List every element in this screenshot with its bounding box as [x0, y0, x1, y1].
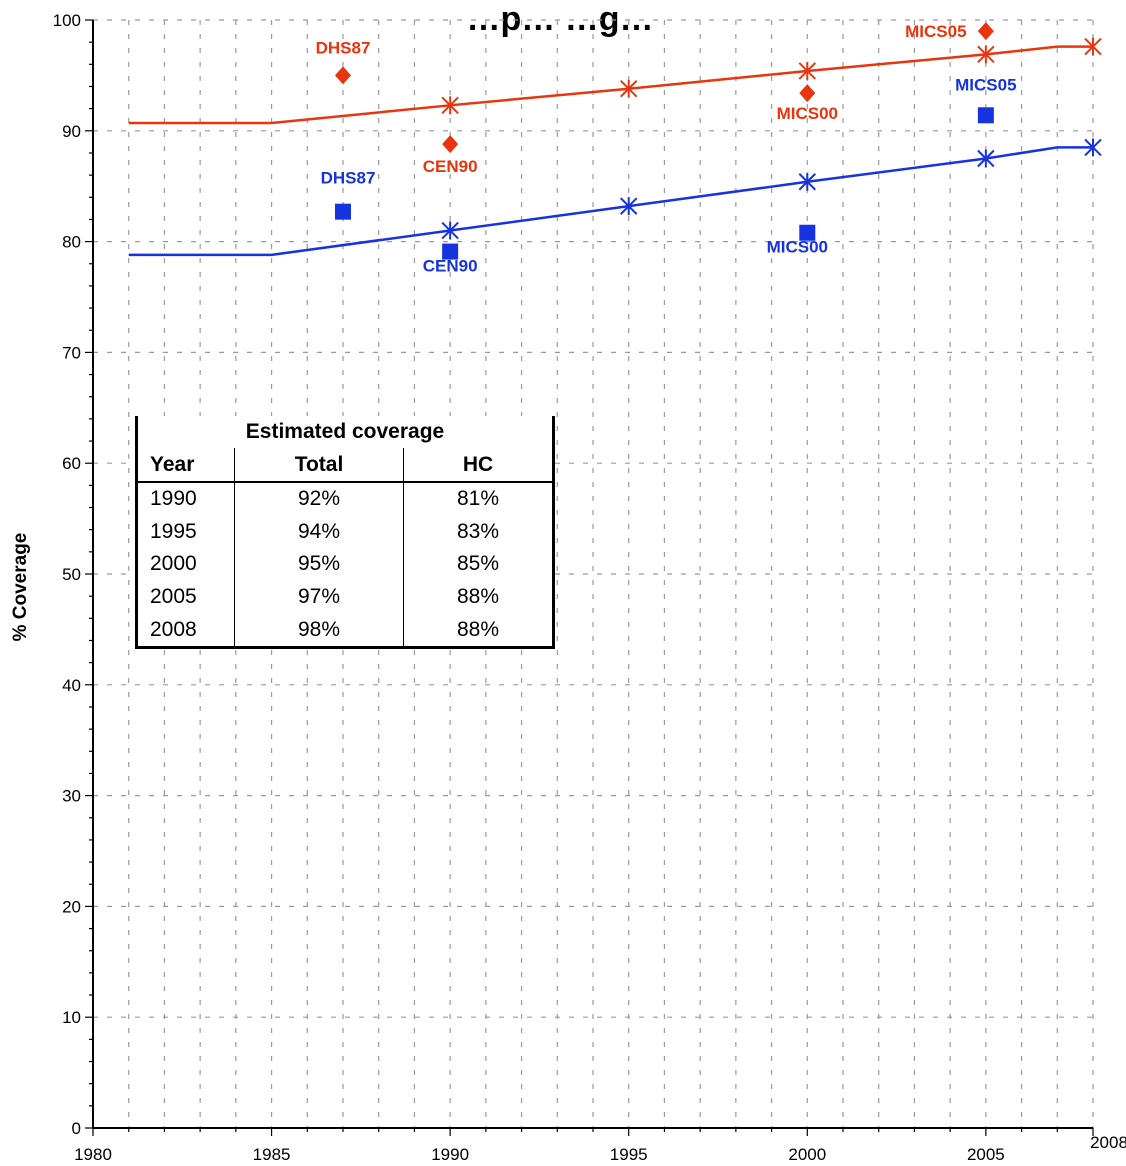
table-row: 2000 95% 85% [136, 548, 554, 581]
estimate-marker [977, 149, 995, 168]
y-tick-label: 70 [62, 343, 81, 362]
cell-hc: 88% [456, 617, 499, 641]
x-tick-label: 2008 [1090, 1133, 1126, 1152]
estimated-coverage-table: Estimated coverage Year Total HC 1990 92… [135, 416, 555, 649]
cell-hc: 83% [456, 520, 499, 543]
y-tick-label: 0 [72, 1119, 81, 1138]
table-header-row: Year Total HC [136, 448, 554, 484]
table-row: 1990 92% 81% [136, 482, 554, 516]
survey-point-square [977, 107, 994, 124]
survey-label: CEN90 [423, 157, 478, 176]
x-tick-label: 1980 [74, 1145, 112, 1164]
cell-year: 2008 [136, 613, 235, 648]
y-tick-label: 80 [62, 233, 81, 252]
estimate-marker [1084, 37, 1102, 56]
y-tick-label: 50 [62, 565, 81, 584]
survey-point-diamond [442, 135, 459, 154]
x-tick-label: 2000 [788, 1145, 826, 1164]
survey-point-square [799, 224, 816, 241]
cell-hc: 81% [456, 487, 499, 511]
y-tick-label: 100 [53, 11, 81, 30]
header-total: Total [234, 448, 404, 484]
estimate-marker [798, 61, 816, 80]
cell-total: 95% [234, 548, 404, 581]
series: DHS87 CEN90 MICS00 MICS05 DHS87 CEN90 MICS00 MI… [128, 22, 1102, 276]
series-total: DHS87 CEN90 MICS00 MICS05 [128, 22, 1102, 176]
survey-label: MICS00 [777, 104, 838, 123]
y-tick-label: 40 [62, 676, 81, 695]
survey-label: MICS05 [905, 22, 966, 41]
estimate-marker [1084, 138, 1102, 157]
survey-label: DHS87 [316, 38, 371, 57]
trend-line-total [128, 45, 1093, 125]
table-row: 1995 94% 83% [136, 515, 554, 549]
cell-year: 1995 [136, 515, 235, 549]
cell-total: 97% [234, 580, 404, 614]
chart-title: …p… …g… [467, 0, 654, 38]
y-tick-label: 10 [62, 1008, 81, 1027]
y-axis-title: % Coverage [10, 533, 31, 642]
y-tick-label: 60 [62, 454, 81, 473]
cell-year: 1990 [136, 482, 235, 516]
survey-label: MICS05 [955, 75, 1016, 94]
cell-total: 92% [234, 482, 404, 516]
survey-point-square [335, 203, 351, 220]
x-tick-label: 1990 [431, 1145, 469, 1164]
estimate-marker [620, 197, 638, 216]
survey-label: CEN90 [423, 257, 478, 276]
table-title: Estimated coverage [245, 420, 445, 444]
survey-point-diamond [335, 66, 351, 85]
table-row: 2005 97% 88% [136, 580, 554, 614]
estimate-marker [441, 96, 459, 115]
cell-year: 2000 [136, 548, 235, 581]
survey-label: MICS00 [767, 238, 828, 257]
x-tick-label: 1995 [610, 1145, 648, 1164]
estimate-marker [977, 45, 995, 64]
series-hc: DHS87 CEN90 MICS00 MICS05 [128, 75, 1102, 276]
estimate-marker [620, 79, 638, 98]
cell-hc: 85% [456, 552, 499, 576]
cell-total: 98% [234, 613, 404, 648]
cell-hc: 88% [456, 584, 499, 608]
survey-label: DHS87 [321, 169, 376, 188]
y-tick-label: 20 [62, 897, 81, 916]
table-row: 2008 98% 88% [136, 613, 554, 648]
survey-point-diamond [977, 22, 994, 41]
y-tick-label: 30 [62, 787, 81, 806]
header-hc: HC [403, 448, 554, 484]
survey-point-diamond [799, 84, 816, 103]
y-tick-label: 90 [62, 122, 81, 141]
survey-point-square [442, 243, 459, 260]
trend-line-hc [128, 146, 1093, 257]
cell-total: 94% [234, 515, 404, 549]
estimate-marker [441, 221, 459, 240]
x-tick-label: 2005 [967, 1145, 1005, 1164]
estimate-marker [798, 172, 816, 191]
x-tick-label: 1985 [253, 1145, 291, 1164]
header-year: Year [136, 448, 235, 484]
cell-year: 2005 [136, 580, 235, 614]
